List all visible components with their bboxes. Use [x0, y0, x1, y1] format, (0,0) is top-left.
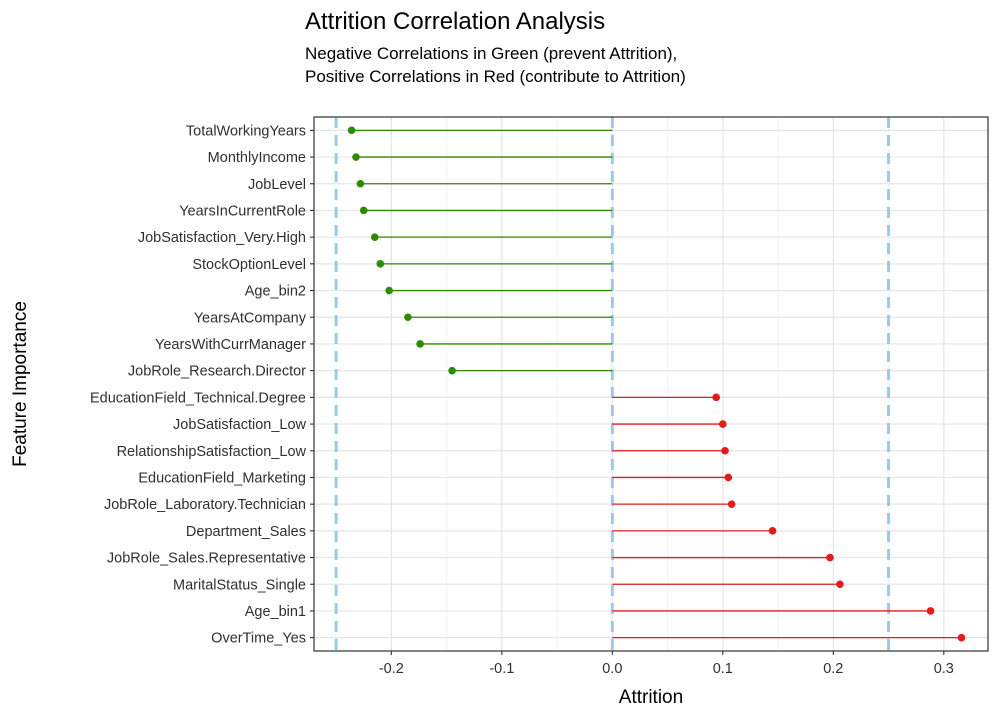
lollipop-point — [768, 527, 777, 535]
lollipop-point — [719, 420, 727, 428]
y-tick-label: Age_bin2 — [245, 284, 306, 300]
lollipop-point — [356, 179, 365, 188]
y-tick-label: JobSatisfaction_Low — [173, 417, 307, 433]
lollipop-point — [826, 553, 834, 562]
y-tick-label: YearsInCurrentRole — [179, 203, 306, 219]
x-tick-label: 0.1 — [713, 661, 733, 677]
lollipop-point — [926, 607, 935, 615]
lollipop-point — [404, 313, 412, 322]
x-tick-label: 0.0 — [602, 661, 622, 677]
chart-title: Attrition Correlation Analysis — [305, 8, 606, 35]
plot-panel — [314, 117, 988, 651]
y-tick-label: YearsWithCurrManager — [155, 337, 306, 353]
y-tick-label: EducationField_Marketing — [138, 470, 306, 486]
y-tick-label: RelationshipSatisfaction_Low — [117, 444, 307, 460]
y-tick-label: TotalWorkingYears — [186, 123, 306, 139]
lollipop-point — [376, 260, 385, 268]
y-tick-label: Age_bin1 — [245, 604, 306, 620]
lollipop-point — [724, 473, 733, 482]
lollipop-point — [836, 580, 844, 589]
lollipop-point — [359, 206, 368, 215]
lollipop-point — [712, 393, 720, 402]
x-tick-label: 0.2 — [823, 661, 843, 677]
lollipop-point — [370, 233, 379, 241]
lollipop-point — [957, 633, 966, 642]
lollipop-point — [727, 500, 736, 508]
y-tick-label: JobSatisfaction_Very.High — [138, 230, 306, 246]
x-tick-label: 0.3 — [934, 661, 954, 677]
lollipop-point — [385, 286, 393, 295]
lollipop-point — [416, 340, 424, 348]
y-tick-label: JobRole_Laboratory.Technician — [104, 497, 306, 513]
y-tick-label: Department_Sales — [186, 524, 306, 540]
lollipop-point — [352, 153, 360, 161]
y-tick-label: JobLevel — [248, 177, 306, 193]
lollipop-point — [721, 446, 729, 455]
x-axis-title: Attrition — [619, 687, 683, 708]
plot-border — [313, 116, 989, 652]
y-tick-label: StockOptionLevel — [192, 257, 306, 273]
chart-subtitle-line-1: Negative Correlations in Green (prevent … — [305, 44, 678, 63]
x-tick-label: -0.2 — [379, 661, 404, 677]
y-tick-label: JobRole_Sales.Representative — [107, 551, 306, 567]
y-tick-label: EducationField_Technical.Degree — [90, 390, 306, 406]
x-tick-label: -0.1 — [489, 661, 514, 677]
y-tick-label: OverTime_Yes — [211, 631, 306, 647]
y-tick-label: JobRole_Research.Director — [128, 364, 306, 380]
y-tick-label: MaritalStatus_Single — [173, 577, 306, 593]
y-tick-label: MonthlyIncome — [208, 150, 306, 166]
lollipop-point — [347, 126, 356, 135]
y-axis-title: Feature Importance — [10, 301, 31, 467]
chart-subtitle-line-2: Positive Correlations in Red (contribute… — [305, 67, 686, 86]
y-tick-label: YearsAtCompany — [194, 310, 307, 326]
lollipop-point — [448, 366, 456, 375]
